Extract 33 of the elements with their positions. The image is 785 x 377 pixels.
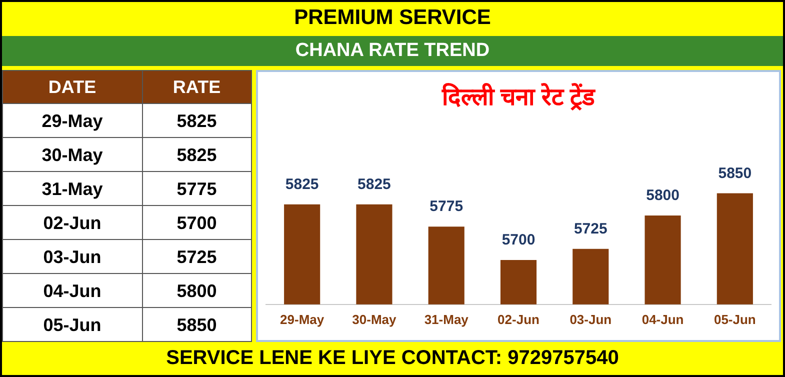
- category-label: 03-Jun: [43, 246, 102, 266]
- text: 5725: [176, 246, 217, 266]
- text: 5850: [176, 314, 217, 334]
- category-label: 30-May: [42, 144, 103, 164]
- text: 5700: [176, 212, 217, 232]
- x-tick-label: 03-Jun: [570, 312, 612, 327]
- category-label: 02-Jun: [43, 212, 102, 232]
- data-label: 5800: [646, 187, 680, 204]
- text: 5775: [176, 178, 217, 198]
- x-tick-label: 30-May: [352, 312, 398, 327]
- text: 5800: [176, 280, 217, 300]
- x-tick-label: 05-Jun: [714, 312, 756, 327]
- x-tick-label: 04-Jun: [642, 312, 684, 327]
- text: RATE: [142, 70, 252, 104]
- data-label: 5775: [430, 198, 464, 216]
- text: 5825: [176, 110, 217, 130]
- x-tick-label: 31-May: [424, 312, 470, 327]
- text: 5825: [176, 144, 217, 164]
- annotation: SERVICE LENE KE LIYE CONTACT: 9729757540: [165, 346, 620, 370]
- chart-title: दिल्ली चना रेट ट्रेंड: [440, 83, 596, 112]
- data-label: 5725: [574, 220, 608, 238]
- data-label: 5700: [502, 232, 536, 249]
- x-tick-label: 02-Jun: [498, 312, 540, 327]
- x-tick-label: 29-May: [280, 312, 325, 327]
- text: DATE: [2, 70, 142, 104]
- data-label: 5850: [718, 164, 752, 182]
- chart-subtitle: CHANA RATE TREND: [2, 36, 783, 66]
- category-label: 31-May: [42, 178, 103, 198]
- category-label: 04-Jun: [43, 280, 102, 300]
- category-label: 29-May: [42, 110, 103, 130]
- data-label: 5825: [285, 176, 319, 194]
- text: PREMIUM SERVICE: [293, 5, 492, 31]
- data-label: 5825: [358, 176, 391, 194]
